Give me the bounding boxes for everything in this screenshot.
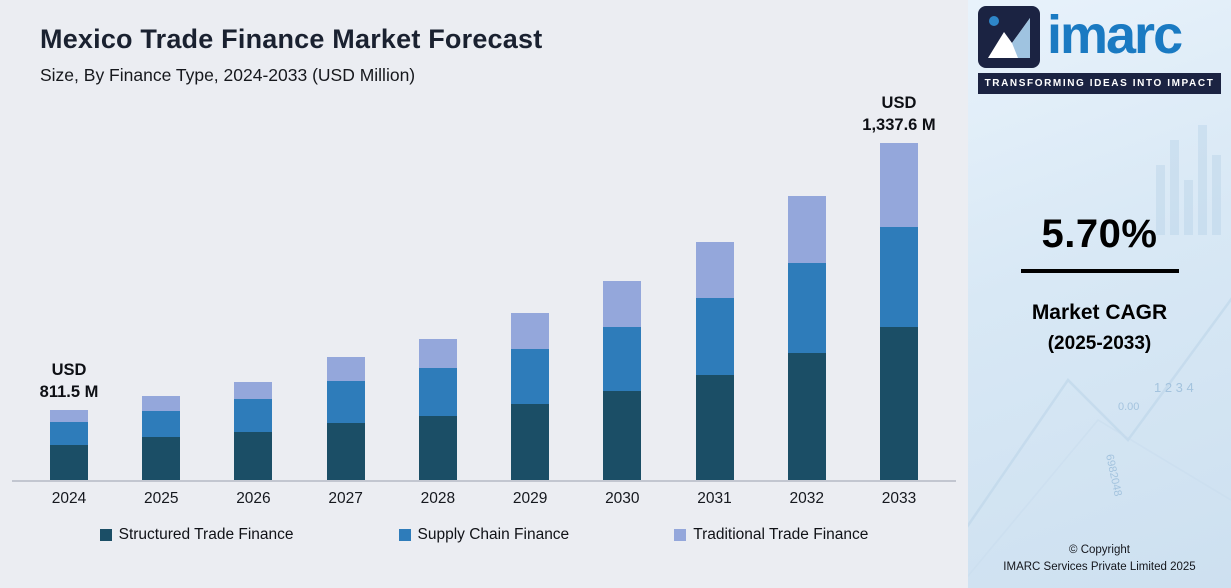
bar-segment: [326, 357, 365, 381]
bar-segment: [511, 349, 550, 404]
bar-segment: [50, 445, 88, 480]
branding-panel: 1 2 3 4 0.00 6982048 imarc TRANSFORMING …: [968, 0, 1231, 588]
bar-segment: [326, 423, 365, 480]
bar-segment: [603, 327, 642, 391]
bar-segment: [787, 263, 826, 353]
bar-segment: [234, 382, 273, 399]
x-axis-label: 2028: [420, 490, 456, 507]
watermark-serial: 6982048: [1103, 453, 1124, 497]
bar-segment: [787, 196, 826, 263]
x-axis-label: 2029: [512, 490, 548, 507]
stacked-bar: [142, 396, 181, 480]
bar-column: [680, 242, 750, 480]
stacked-bar: [234, 382, 273, 480]
stacked-bar: [879, 143, 918, 480]
cagr-underline: [1020, 269, 1179, 273]
legend-label: Traditional Trade Finance: [693, 526, 869, 543]
cagr-block: 5.70% Market CAGR (2025-2033): [968, 212, 1231, 355]
watermark-numbers: 1 2 3 4: [1154, 380, 1194, 395]
bar-chart: USD 811.5 M USD 1,337.6 M: [12, 86, 956, 482]
bar-column: [587, 281, 657, 480]
bar-value-label: USD 811.5 M: [39, 361, 99, 401]
stacked-bar: [418, 339, 457, 480]
bar-segment: [326, 381, 365, 423]
x-axis-label: 2033: [881, 490, 917, 507]
imarc-logo: imarc: [968, 0, 1231, 68]
copyright: © Copyright IMARC Services Private Limit…: [968, 542, 1231, 577]
legend-item: Structured Trade Finance: [99, 526, 294, 544]
watermark-decimals: 0.00: [1118, 401, 1139, 413]
legend-item: Supply Chain Finance: [398, 526, 570, 544]
legend-label: Supply Chain Finance: [417, 526, 570, 543]
bar-segment: [603, 281, 642, 327]
bar-column: [495, 313, 565, 480]
bar-segment: [142, 396, 181, 411]
x-axis-label: 2030: [605, 490, 640, 507]
bar-segment: [234, 399, 273, 432]
legend-item: Traditional Trade Finance: [674, 526, 868, 544]
bar-segment: [511, 404, 550, 480]
cagr-period: (2025-2033): [1047, 333, 1152, 354]
bar-segment: [50, 410, 88, 422]
copyright-line1: © Copyright: [1069, 543, 1130, 556]
bar-segment: [695, 298, 734, 375]
bar-segment: [418, 368, 457, 416]
imarc-logo-text: imarc: [1047, 5, 1183, 65]
bar-column: USD 811.5 M: [34, 359, 104, 480]
cagr-label: Market CAGR: [1031, 301, 1168, 324]
stacked-bar: [50, 410, 88, 480]
bar-column: [311, 357, 381, 480]
imarc-logo-icon: [978, 6, 1040, 68]
chart-title: Mexico Trade Finance Market Forecast: [40, 24, 543, 54]
legend-swatch: [99, 529, 112, 541]
x-axis-label: 2031: [697, 490, 732, 507]
x-axis-labels: 2024 2025 2026 2027 2028 2029 2030 2031 2032 2033: [12, 482, 956, 508]
bar-segment: [234, 432, 273, 480]
bar-segment: [879, 327, 918, 480]
bar-segment: [695, 375, 734, 480]
bar-segment: [418, 339, 457, 368]
bar-column: USD 1,337.6 M: [862, 92, 936, 480]
x-axis-label: 2026: [236, 490, 271, 507]
stacked-bar: [326, 357, 365, 480]
bar-segment: [879, 143, 918, 227]
bar-column: [403, 339, 473, 480]
bar-segment: [418, 416, 457, 480]
chart-panel: Mexico Trade Finance Market Forecast Siz…: [0, 0, 968, 588]
legend-swatch: [674, 529, 687, 541]
stacked-bar: [511, 313, 550, 480]
chart-subtitle: Size, By Finance Type, 2024-2033 (USD Mi…: [40, 65, 416, 85]
cagr-value: 5.70%: [1041, 212, 1158, 256]
bar-segment: [787, 353, 826, 480]
bar-segment: [50, 422, 88, 445]
stacked-bar: [695, 242, 734, 480]
copyright-line2: IMARC Services Private Limited 2025: [1003, 560, 1196, 573]
x-axis-label: 2025: [143, 490, 179, 507]
bar-segment: [603, 391, 642, 480]
chart-legend: Structured Trade Finance Supply Chain Fin…: [0, 526, 968, 544]
x-axis-label: 2027: [328, 490, 363, 507]
bar-segment: [695, 242, 734, 298]
legend-label: Structured Trade Finance: [118, 526, 294, 543]
bar-column: [218, 382, 288, 480]
bar-segment: [879, 227, 918, 327]
bar-segment: [142, 437, 181, 480]
stacked-bar: [603, 281, 642, 480]
legend-swatch: [398, 529, 411, 541]
x-axis-label: 2024: [51, 490, 87, 507]
bar-value-label: USD 1,337.6 M: [862, 94, 936, 134]
imarc-tagline: TRANSFORMING IDEAS INTO IMPACT: [978, 73, 1221, 94]
bar-segment: [142, 411, 181, 437]
bar-column: [772, 196, 842, 480]
bar-column: [126, 396, 196, 480]
stacked-bar: [787, 196, 826, 480]
x-axis-label: 2032: [789, 490, 824, 507]
bar-segment: [511, 313, 550, 349]
